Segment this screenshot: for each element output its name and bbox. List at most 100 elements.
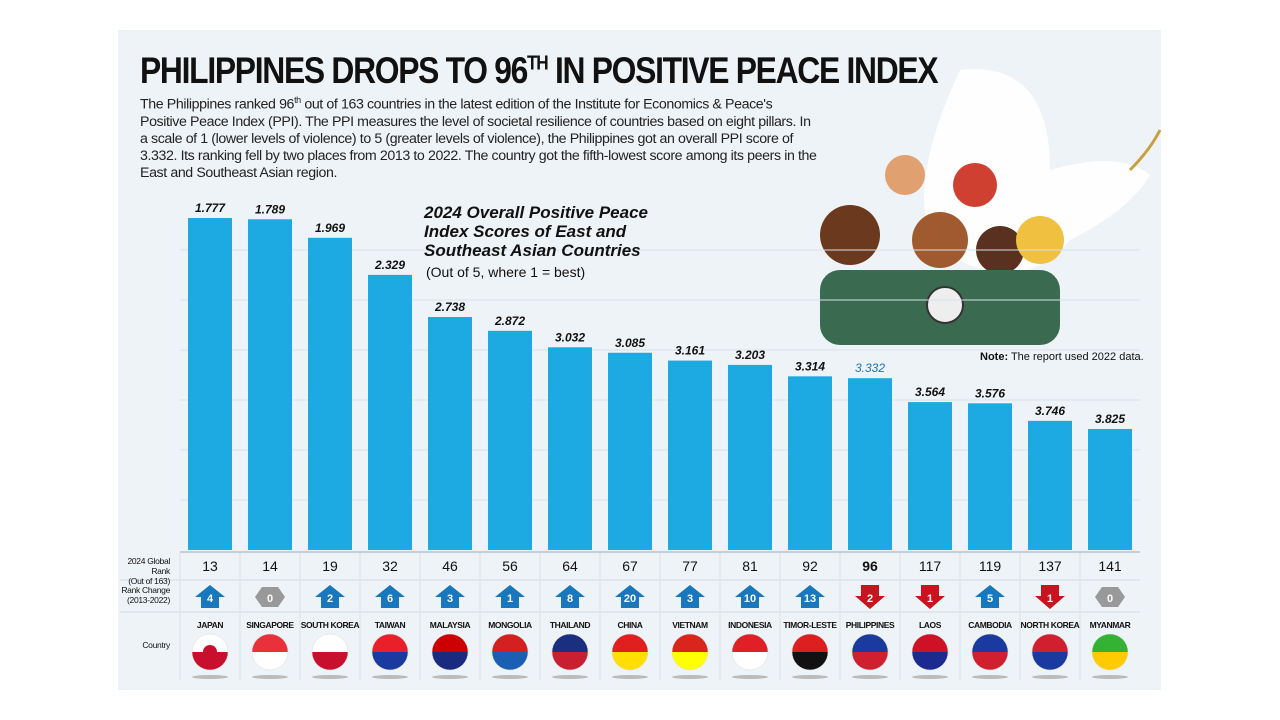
olive-branch-icon (1128, 129, 1162, 172)
bar-taiwan (368, 274, 412, 550)
chart-title: 2024 Overall Positive Peace Index Scores… (424, 203, 648, 260)
global-rank: 19 (322, 558, 338, 574)
flag-shadow (492, 675, 528, 679)
bar-vietnam (668, 360, 712, 550)
flag-shadow (432, 675, 468, 679)
bar-cambodia (968, 403, 1012, 550)
country-name: TAIWAN (375, 620, 406, 630)
value-label: 3.161 (675, 344, 705, 358)
rank-up-arrow-icon (315, 585, 345, 608)
flag-south-korea-icon (311, 633, 349, 671)
peace-sign-icon (926, 286, 964, 324)
value-label: 3.746 (1035, 404, 1065, 418)
rank-up-arrow-icon (675, 585, 705, 608)
country-name: PHILIPPINES (846, 620, 895, 630)
rank-change: 2 (867, 593, 873, 605)
rank-up-arrow-icon (195, 585, 225, 608)
country-name: MALAYSIA (430, 620, 471, 630)
bar-thailand (548, 347, 592, 550)
person-icon (912, 212, 968, 268)
flag-malaysia-icon (431, 633, 469, 671)
global-rank: 32 (382, 558, 398, 574)
flag-shadow (552, 675, 588, 679)
flag-cambodia-icon (971, 633, 1009, 671)
flag-shadow (852, 675, 888, 679)
bar-south-korea (308, 237, 352, 550)
global-rank: 117 (919, 558, 942, 574)
bar-japan (188, 218, 232, 550)
value-label: 2.329 (374, 258, 405, 272)
global-rank: 77 (682, 558, 698, 574)
global-rank: 137 (1038, 558, 1062, 574)
flag-shadow (312, 675, 348, 679)
flag-shadow (1032, 675, 1068, 679)
headline: PHILIPPINES DROPS TO 96TH IN POSITIVE PE… (140, 50, 939, 91)
flag-myanmar-icon (1091, 633, 1129, 671)
bar-myanmar (1088, 428, 1132, 550)
value-label: 1.969 (315, 221, 345, 235)
rank-up-arrow-icon (555, 585, 585, 608)
flag-shadow (252, 675, 288, 679)
global-rank: 81 (742, 558, 758, 574)
flag-vietnam-icon (671, 633, 709, 671)
flag-philippines-icon (851, 633, 889, 671)
rank-up-arrow-icon (735, 585, 765, 608)
value-label: 2.738 (434, 300, 465, 314)
rank-up-arrow-icon (435, 585, 465, 608)
flag-detail (203, 645, 217, 659)
bar-china (608, 352, 652, 550)
global-rank: 64 (562, 558, 578, 574)
rank-change: 6 (387, 593, 393, 605)
value-label: 3.085 (615, 336, 645, 350)
row-label-global-rank: 2024 Global Rank (Out of 163) (127, 556, 170, 586)
flag-shadow (612, 675, 648, 679)
flag-laos-icon (911, 633, 949, 671)
rank-change: 1 (507, 593, 513, 605)
value-label: 3.564 (915, 385, 945, 399)
dove-icon (924, 69, 1150, 273)
rank-change: 0 (267, 593, 273, 605)
flag-shadow (372, 675, 408, 679)
rank-change: 10 (744, 593, 756, 605)
note: Note: The report used 2022 data. (980, 351, 1144, 363)
flag-thailand-icon (551, 633, 589, 671)
flag-mongolia-icon (491, 633, 529, 671)
country-name: MYANMAR (1090, 620, 1131, 630)
bar-laos (908, 402, 952, 550)
person-icon (953, 163, 997, 207)
flag-north-korea-icon (1031, 633, 1069, 671)
rank-change: 20 (624, 593, 636, 605)
global-rank: 141 (1098, 558, 1122, 574)
global-rank: 56 (502, 558, 518, 574)
rank-down-arrow-icon (855, 585, 885, 609)
value-label: 3.314 (795, 359, 825, 373)
rank-up-arrow-icon (375, 585, 405, 608)
global-rank: 92 (802, 558, 818, 574)
value-label: 3.203 (735, 348, 765, 362)
rank-up-arrow-icon (615, 585, 645, 608)
person-icon (885, 155, 925, 195)
row-label-country: Country (142, 640, 170, 650)
flag-shadow (972, 675, 1008, 679)
global-rank: 13 (202, 558, 218, 574)
rank-down-arrow-icon (915, 585, 945, 609)
chart-subtitle: (Out of 5, where 1 = best) (426, 264, 586, 280)
country-name: SINGAPORE (246, 620, 294, 630)
value-label: 1.789 (255, 202, 285, 216)
bar-timor-leste (788, 376, 832, 550)
value-label: 3.332 (855, 361, 885, 375)
rank-change: 0 (1107, 593, 1113, 605)
country-name: LAOS (919, 620, 942, 630)
value-label: 1.777 (195, 201, 226, 215)
flag-shadow (1092, 675, 1128, 679)
rank-down-arrow-icon (1035, 585, 1065, 609)
rank-same-arrow-icon (255, 587, 285, 607)
rank-up-arrow-icon (795, 585, 825, 608)
rank-same-arrow-icon (1095, 587, 1125, 607)
rank-change: 1 (1047, 593, 1053, 605)
global-rank: 96 (862, 558, 878, 574)
bar-indonesia (728, 364, 772, 550)
rank-change: 5 (987, 593, 993, 605)
rank-change: 1 (927, 593, 933, 605)
flag-singapore-icon (251, 633, 289, 671)
